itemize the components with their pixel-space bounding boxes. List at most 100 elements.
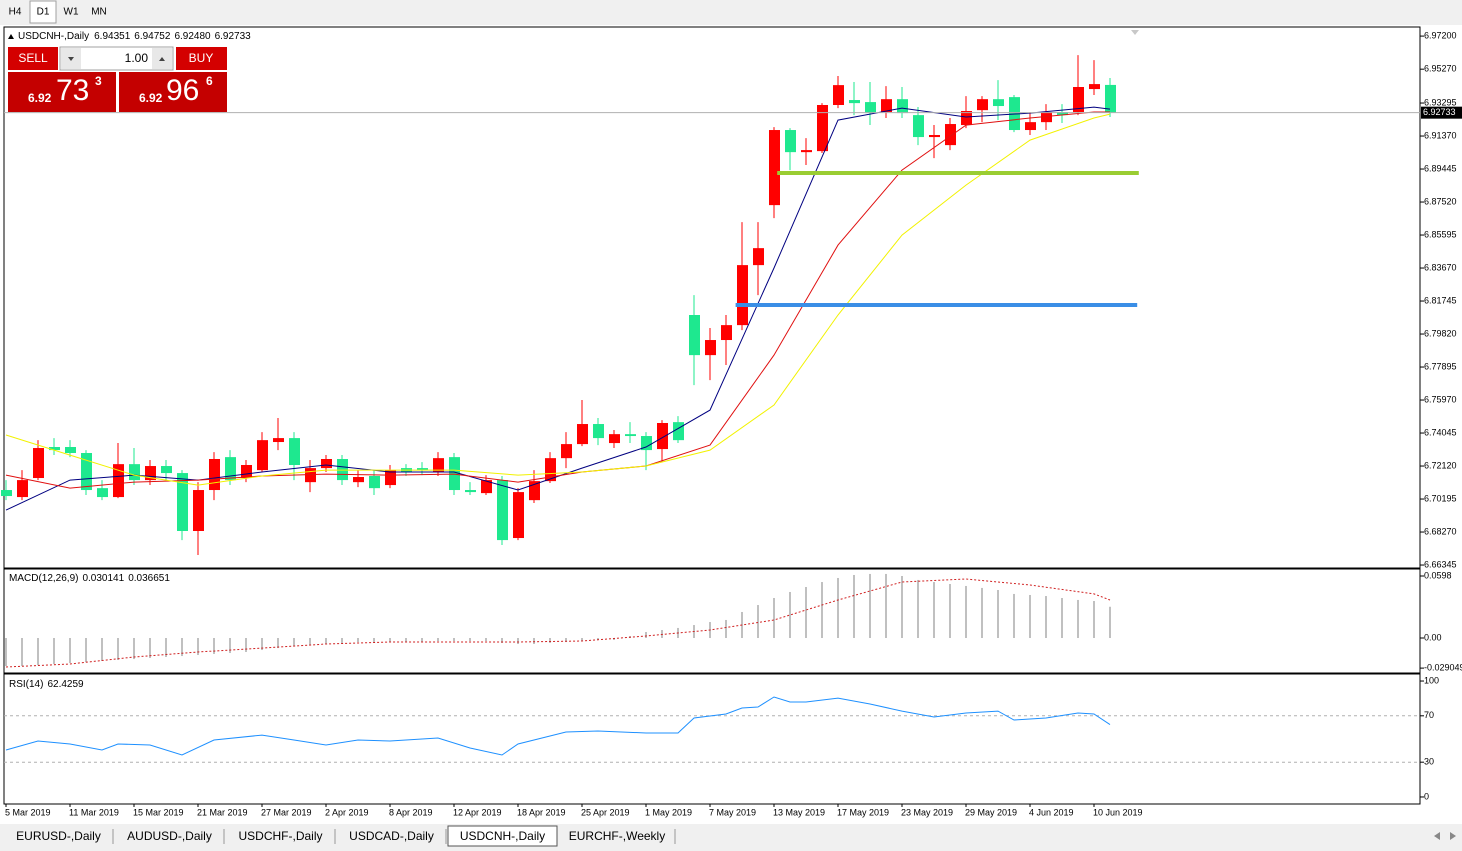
- candle-body: [17, 480, 28, 498]
- y-tick-label: 70: [1424, 710, 1434, 720]
- candle-body: [801, 150, 812, 153]
- macd-title: MACD(12,26,9): [9, 573, 78, 584]
- x-tick-label: 13 May 2019: [773, 807, 825, 817]
- candle-body: [417, 468, 428, 471]
- tab-scroll-left[interactable]: [1434, 832, 1440, 840]
- candle-body: [49, 447, 60, 451]
- symbol: USDCNH-,Daily: [18, 31, 89, 42]
- candle-body: [161, 466, 172, 474]
- x-tick-label: 8 Apr 2019: [389, 807, 433, 817]
- one-click-trading: SELL 1.00 BUY 6.92 73 3 6.92 96 6: [8, 46, 227, 112]
- candle-body: [993, 99, 1004, 107]
- collapse-arrow[interactable]: [8, 34, 14, 39]
- candle-body: [497, 480, 508, 541]
- candle-body: [1, 490, 12, 497]
- tab-active[interactable]: [447, 825, 558, 847]
- candle-body: [129, 464, 140, 481]
- plots: 6.97200 6.95270 6.93295 6.91370 6.89445 6.875…: [1, 30, 1462, 817]
- y-tick-label: 6.72120: [1424, 460, 1457, 470]
- timeframe-button[interactable]: [2, 1, 28, 23]
- macd-panel: [3, 568, 1421, 674]
- signal-value: 0.036651: [128, 573, 170, 584]
- candle-body: [929, 135, 940, 138]
- candle-body: [1025, 122, 1036, 131]
- candle-body: [449, 457, 460, 491]
- candle-body: [881, 99, 892, 113]
- sell-price-box[interactable]: [8, 72, 116, 112]
- tab-label[interactable]: USDCNH-,Daily: [460, 829, 545, 843]
- candle-body: [145, 466, 156, 481]
- tab-label[interactable]: USDCAD-,Daily: [349, 829, 434, 843]
- macd-signal: [5, 578, 1111, 668]
- y-tick-label: 6.85595: [1424, 229, 1457, 239]
- x-tick-label: 25 Apr 2019: [581, 807, 630, 817]
- y-tick-label: 100: [1424, 675, 1439, 685]
- candle-body: [865, 102, 876, 114]
- rsi-title: RSI(14): [9, 679, 43, 690]
- timeframe-button[interactable]: [58, 1, 84, 23]
- rsi-line: [5, 696, 1111, 756]
- candle-body: [273, 438, 284, 443]
- sell-button[interactable]: [8, 47, 58, 70]
- sell-price-pips: 73: [56, 74, 89, 107]
- tab-label[interactable]: AUDUSD-,Daily: [127, 829, 212, 843]
- candle-body: [113, 464, 124, 498]
- timeframe-label: D1: [37, 7, 50, 18]
- x-tick-label: 29 May 2019: [965, 807, 1017, 817]
- candle-body: [609, 434, 620, 444]
- timeframe-label: MN: [91, 7, 107, 18]
- candle-body: [97, 488, 108, 498]
- buy-button[interactable]: [176, 47, 227, 70]
- tab-label[interactable]: EURCHF-,Weekly: [569, 829, 665, 843]
- y-tick-label: 6.93295: [1424, 97, 1457, 107]
- candle-body: [225, 457, 236, 481]
- timeframe-label: H4: [9, 7, 22, 18]
- bid-tag-label: 6.92733: [1423, 107, 1456, 117]
- symbol-tabs: EURUSD-,Daily AUDUSD-,Daily USDCHF-,Daily U…: [16, 825, 676, 847]
- y-tick-label: 0.0598: [1424, 570, 1452, 580]
- y-tick-label: 6.97200: [1424, 30, 1457, 40]
- candle-body: [1089, 84, 1100, 90]
- candle-body: [561, 444, 572, 459]
- candle-body: [481, 480, 492, 494]
- lot-value: 1.00: [125, 51, 149, 65]
- y-tick-label: -0.029049: [1424, 662, 1462, 672]
- buy-price-point: 6: [206, 74, 213, 88]
- sell-price-point: 3: [95, 74, 102, 88]
- x-tick-label: 23 May 2019: [901, 807, 953, 817]
- candle-body: [1073, 87, 1084, 113]
- tab-label[interactable]: USDCHF-,Daily: [239, 829, 323, 843]
- timeframe-label: W1: [64, 7, 79, 18]
- candle-body: [177, 473, 188, 531]
- candle-body: [913, 115, 924, 138]
- timeframe-button[interactable]: [29, 0, 57, 24]
- y-tick-label: 6.83670: [1424, 262, 1457, 272]
- rsi-header: RSI(14) 62.4259: [9, 679, 84, 690]
- candle-body: [241, 465, 252, 479]
- candle-body: [433, 458, 444, 473]
- tab-scroll-right[interactable]: [1450, 832, 1456, 840]
- rsi-value: 62.4259: [47, 679, 84, 690]
- candle-body: [529, 481, 540, 501]
- x-tick-label: 21 Mar 2019: [197, 807, 248, 817]
- lot-input[interactable]: [59, 46, 174, 71]
- tab-label[interactable]: EURUSD-,Daily: [16, 829, 101, 843]
- candle-body: [641, 436, 652, 451]
- buy-price-pips: 96: [166, 74, 199, 107]
- candle-body: [753, 248, 764, 266]
- y-tick-label: 6.89445: [1424, 163, 1457, 173]
- candle-body: [721, 325, 732, 341]
- price-header: USDCNH-,Daily 6.94351 6.94752 6.92480 6.9273…: [18, 31, 251, 42]
- toolbar: [0, 0, 1462, 25]
- buy-price-box[interactable]: [119, 72, 227, 112]
- rsi-panel: [3, 673, 1421, 805]
- candle-body: [625, 434, 636, 437]
- y-tick-label: 6.70195: [1424, 493, 1457, 503]
- timeframe-button[interactable]: [86, 1, 112, 23]
- candle-body: [257, 440, 268, 471]
- candle-body: [785, 130, 796, 153]
- candle-body: [353, 477, 364, 483]
- x-tick-label: 12 Apr 2019: [453, 807, 502, 817]
- x-tick-label: 11 Mar 2019: [69, 807, 119, 817]
- y-tick-label: 6.81745: [1424, 295, 1457, 305]
